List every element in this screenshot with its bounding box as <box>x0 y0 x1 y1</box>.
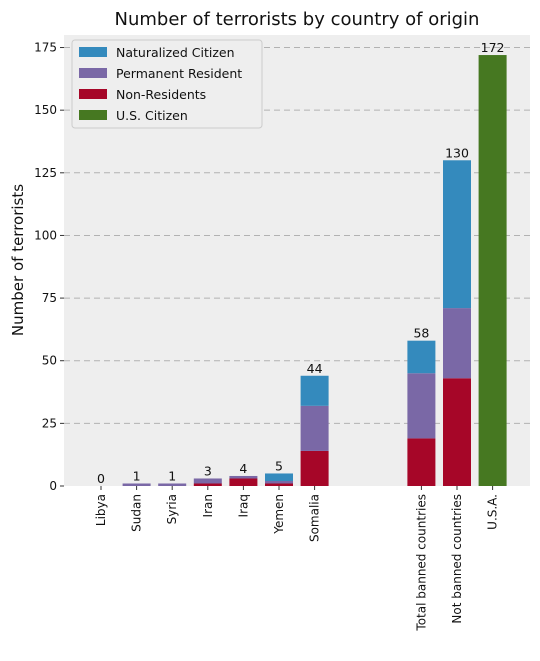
bar-iran-permanent-resident <box>193 478 222 484</box>
bar-iraq-permanent-resident <box>229 475 258 479</box>
y-axis: 0 25 50 75 100 125 150 175 <box>34 41 64 493</box>
bar-yemen-naturalized-citizen <box>265 473 293 481</box>
bar-sudan-permanent-resident <box>122 483 151 486</box>
bar-not-banned-countries-non-residents <box>443 378 471 486</box>
x-tick-label-yemen: Yemen <box>272 494 286 535</box>
bar-not-banned-countries-naturalized-citizen <box>443 160 471 309</box>
legend-swatch-naturalized-citizen <box>79 47 107 57</box>
legend-label-u-s-citizen[interactable]: U.S. Citizen <box>116 108 188 123</box>
bar-total-label: 172 <box>481 40 505 55</box>
y-tick-label: 175 <box>34 41 57 55</box>
bar-iraq-non-residents <box>229 478 258 486</box>
legend[interactable]: Naturalized Citizen Permanent Resident Non… <box>71 39 263 129</box>
bar-total-label: 4 <box>239 461 247 476</box>
bar-syria-permanent-resident <box>158 483 187 486</box>
legend-label-non-residents[interactable]: Non-Residents <box>116 87 206 102</box>
y-tick-label: 0 <box>49 479 57 493</box>
x-tick-label-sudan: Sudan <box>130 494 144 532</box>
bar-total-label: 130 <box>445 145 469 160</box>
bar-total-banned-countries-permanent-resident <box>407 373 436 439</box>
legend-swatch-permanent-resident <box>79 68 107 78</box>
y-tick-label: 125 <box>34 166 57 180</box>
bar-value-labels: 0 1 1 3 4 5 44 58 130 172 <box>97 40 505 486</box>
bar-somalia-naturalized-citizen <box>300 375 329 406</box>
bar-total-banned-countries-naturalized-citizen <box>407 340 436 374</box>
y-tick-label: 100 <box>34 228 57 242</box>
bar-total-label: 44 <box>307 361 323 376</box>
grid-lines <box>64 47 530 424</box>
chart-title: Number of terrorists by country of origi… <box>115 9 480 30</box>
bar-not-banned-countries-permanent-resident <box>443 308 471 379</box>
legend-box <box>71 39 263 129</box>
bar-total-banned-countries-non-residents <box>407 438 436 486</box>
bar-somalia-permanent-resident <box>300 405 329 451</box>
y-tick-label: 25 <box>42 416 57 430</box>
bar-total-label: 5 <box>275 458 283 473</box>
legend-label-naturalized-citizen[interactable]: Naturalized Citizen <box>116 45 235 60</box>
y-axis-label: Number of terrorists <box>9 184 27 336</box>
bar-total-label: 1 <box>168 468 176 483</box>
x-axis: Libya Sudan Syria Iran Iraq Yemen Somalia Total… <box>94 486 500 632</box>
legend-swatch-non-residents <box>79 89 107 99</box>
bar-total-label: 58 <box>413 326 429 341</box>
x-tick-label-total-banned-countries: Total banned countries <box>414 494 428 632</box>
legend-label-permanent-resident[interactable]: Permanent Resident <box>116 66 242 81</box>
bar-total-label: 3 <box>204 463 212 478</box>
x-tick-label-syria: Syria <box>165 494 179 524</box>
x-tick-label-iran: Iran <box>201 494 215 517</box>
y-tick-label: 150 <box>34 103 57 117</box>
x-tick-label-libya: Libya <box>94 494 108 526</box>
bar-u-s-a-u-s-citizen <box>478 55 507 487</box>
y-tick-label: 75 <box>42 291 57 305</box>
legend-swatch-u-s-citizen <box>79 110 107 120</box>
x-tick-label-iraq: Iraq <box>236 494 250 517</box>
bar-somalia-non-residents <box>300 450 329 486</box>
bar-iran-non-residents <box>193 483 222 486</box>
x-tick-label-u-s-a: U.S.A. <box>486 494 500 530</box>
bar-total-label: 1 <box>133 468 141 483</box>
x-tick-label-somalia: Somalia <box>308 494 322 542</box>
bar-total-label: 0 <box>97 471 105 486</box>
y-tick-label: 50 <box>42 354 57 368</box>
x-tick-label-not-banned-countries: Not banned countries <box>450 494 464 624</box>
bar-yemen-non-residents <box>265 483 293 486</box>
bars <box>122 55 507 487</box>
bar-yemen-permanent-resident <box>265 480 293 484</box>
